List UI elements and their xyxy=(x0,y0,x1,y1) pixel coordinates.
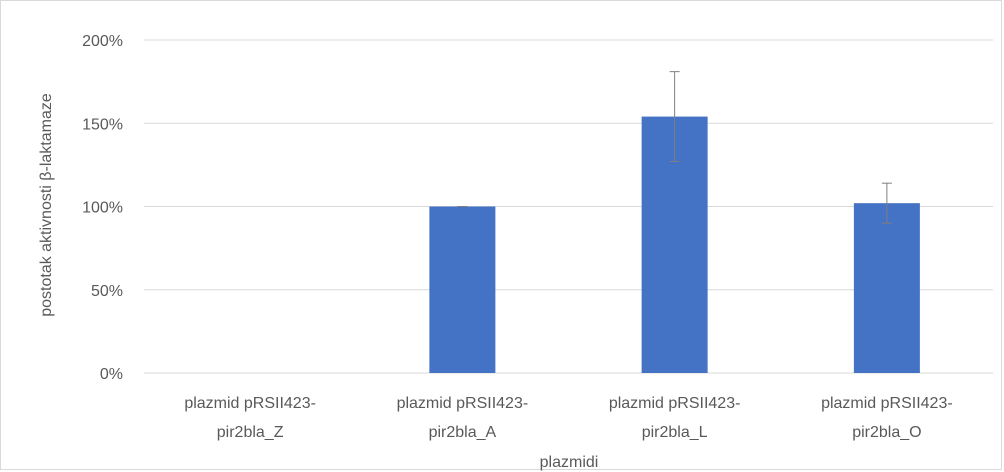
x-tick-label: plazmid pRSII423- xyxy=(609,395,741,412)
y-tick-label: 150% xyxy=(82,116,123,133)
x-axis-title: plazmidi xyxy=(540,454,599,471)
bar xyxy=(429,206,496,373)
x-tick-label: plazmid pRSII423- xyxy=(821,395,953,412)
error-bars xyxy=(457,71,892,224)
y-tick-label: 200% xyxy=(82,33,123,50)
x-tick-label: plazmid pRSII423- xyxy=(184,395,316,412)
y-tick-label: 0% xyxy=(100,366,123,383)
x-tick-label: pir2bla_O xyxy=(852,424,921,441)
y-axis-title: postotak aktivnosti β-laktamaze xyxy=(38,93,55,317)
x-tick-label: pir2bla_A xyxy=(429,424,497,441)
x-tick-labels: plazmid pRSII423- pir2bla_Z plazmid pRSII4… xyxy=(184,395,952,441)
bar xyxy=(853,203,920,373)
y-tick-labels: 0% 50% 100% 150% 200% xyxy=(82,33,123,383)
x-tick-label: pir2bla_L xyxy=(642,424,708,441)
bars xyxy=(429,116,920,373)
gridlines xyxy=(144,39,993,374)
x-tick-label: pir2bla_Z xyxy=(217,424,284,441)
y-tick-label: 50% xyxy=(91,283,123,300)
y-tick-label: 100% xyxy=(82,200,123,217)
x-tick-label: plazmid pRSII423- xyxy=(397,395,529,412)
